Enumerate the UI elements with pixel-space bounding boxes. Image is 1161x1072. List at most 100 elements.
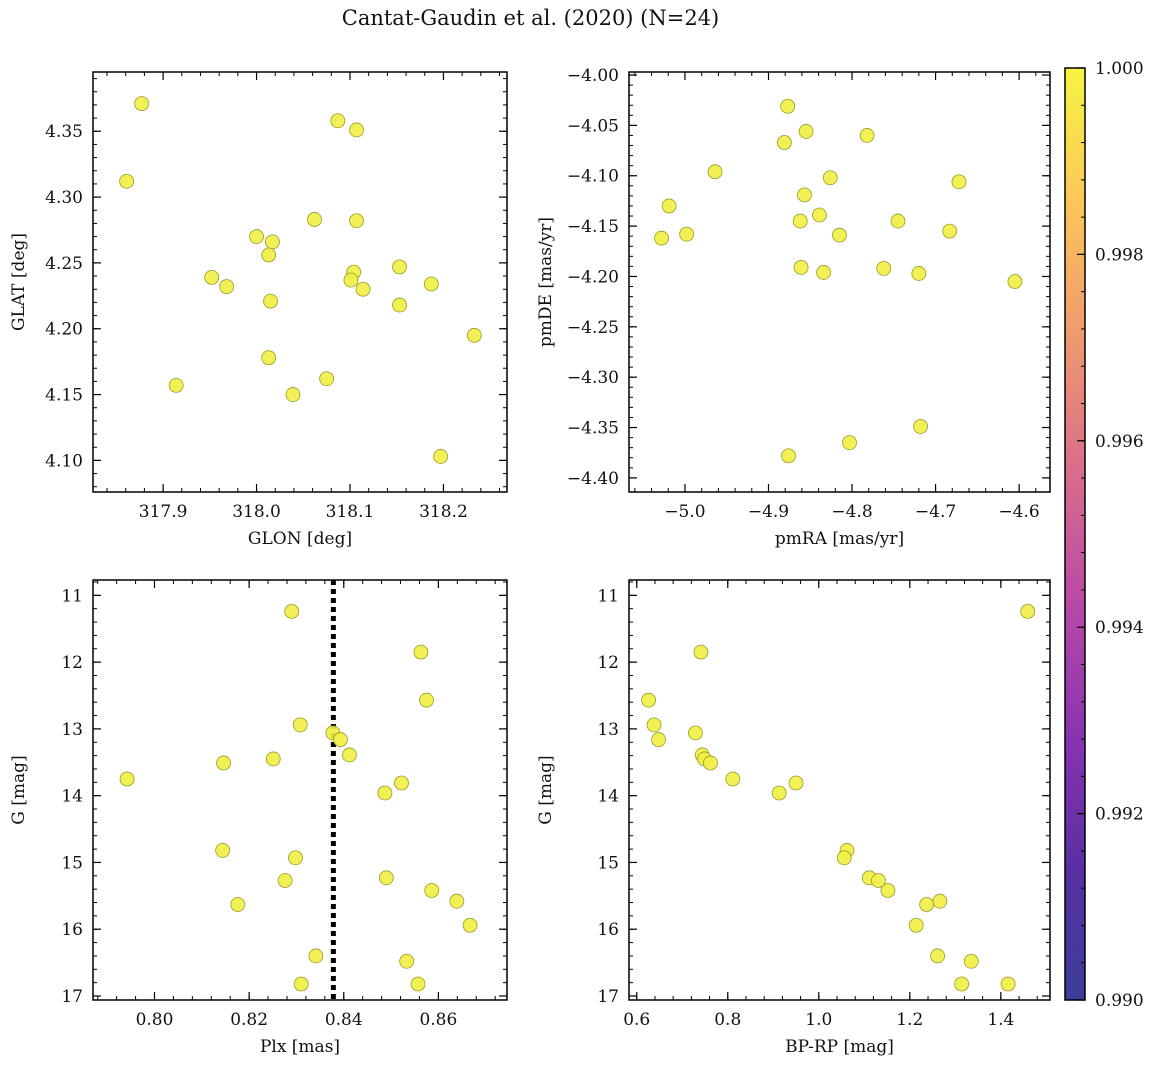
x-tick-label: 0.84: [325, 1010, 363, 1030]
data-point: [812, 207, 827, 223]
data-point: [292, 717, 308, 733]
data-point: [413, 644, 429, 660]
data-point: [651, 732, 666, 747]
panel-3: 0.80 0.82 0.84 0.86 11 12 13 14 15 16 17 Plx [mas] G…: [9, 579, 508, 1057]
y-tick-label: 4.20: [45, 320, 83, 340]
data-point: [265, 751, 281, 767]
data-point: [780, 98, 796, 114]
x-tick-label: 0.86: [419, 1010, 457, 1030]
data-point: [859, 128, 875, 143]
data-point: [319, 371, 335, 387]
data-point: [913, 419, 928, 434]
data-point: [832, 227, 847, 243]
data-point: [168, 377, 184, 393]
y-tick-label: 12: [61, 653, 83, 673]
y-tick-label: −4.00: [567, 66, 619, 86]
data-point: [343, 272, 359, 288]
y-tick-label: 4.35: [45, 122, 83, 142]
x-tick-label: 318.2: [419, 502, 468, 522]
colorbar-tick-label: 0.990: [1095, 991, 1144, 1011]
data-point: [349, 213, 364, 229]
x-tick-label: 1.4: [987, 1010, 1014, 1030]
data-point: [330, 113, 346, 129]
y-tick-label: 13: [597, 720, 619, 740]
y-tick-label: 11: [597, 586, 619, 606]
data-point: [392, 297, 407, 313]
y-tick-label: 11: [61, 586, 83, 606]
data-point: [781, 448, 796, 464]
data-point: [908, 917, 924, 933]
data-point: [919, 897, 935, 912]
y-tick-label: 13: [61, 720, 83, 740]
colorbar-fill: [1065, 68, 1085, 1000]
data-point: [263, 293, 278, 309]
y-tick-label: 4.15: [45, 386, 83, 406]
y-tick-label: −4.20: [567, 267, 619, 287]
data-point: [355, 281, 371, 297]
x-tick-label: 318.0: [232, 502, 281, 522]
x-tick-label: 0.80: [136, 1010, 174, 1030]
colorbar-frame: [1064, 67, 1086, 1001]
data-point: [284, 603, 300, 619]
data-point: [433, 449, 449, 464]
data-point: [277, 873, 293, 888]
data-point: [249, 229, 264, 244]
colorbar: 0.990 0.992 0.994 0.996 0.998 1.000: [1064, 59, 1144, 1011]
y-axis-label: G [mag]: [9, 755, 29, 824]
data-point: [419, 692, 434, 708]
y-tick-label: 12: [597, 653, 619, 673]
y-tick-label: 16: [61, 920, 83, 940]
data-point: [932, 893, 948, 909]
y-tick-label: −4.40: [567, 469, 619, 489]
y-tick-label: −4.35: [567, 419, 619, 439]
data-point: [215, 843, 231, 858]
x-tick-label: −4.6: [998, 502, 1039, 522]
data-point: [654, 230, 669, 246]
data-point: [462, 917, 478, 933]
data-point: [876, 261, 892, 276]
data-point: [798, 124, 814, 139]
data-point: [954, 976, 970, 992]
data-point: [216, 755, 231, 771]
data-point: [410, 976, 426, 992]
data-point: [880, 883, 896, 898]
x-tick-label: 1.0: [805, 1010, 832, 1030]
y-tick-label: 14: [61, 787, 83, 807]
y-tick-label: 15: [61, 853, 83, 873]
x-tick-label: 318.1: [326, 502, 375, 522]
data-point: [119, 173, 135, 189]
data-point: [261, 247, 277, 263]
panel-1: 317.9 318.0 318.1 318.2 4.10 4.15 4.20 4.25 4.30…: [9, 71, 508, 549]
x-axis-label: pmRA [mas/yr]: [775, 529, 904, 549]
x-axis-label: BP-RP [mag]: [785, 1037, 894, 1057]
data-point: [392, 259, 407, 275]
data-point: [288, 850, 303, 866]
x-tick-label: 0.82: [230, 1010, 268, 1030]
y-axis-label: pmDE [mas/yr]: [536, 217, 556, 347]
data-point: [230, 897, 246, 912]
data-point: [725, 771, 741, 787]
x-tick-label: 0.6: [623, 1010, 650, 1030]
data-point: [293, 976, 309, 992]
data-point: [399, 953, 415, 969]
y-tick-label: −4.10: [567, 167, 619, 187]
axes-frame: [92, 579, 508, 1001]
colorbar-tick-label: 0.992: [1095, 805, 1144, 825]
data-point: [377, 785, 393, 801]
y-tick-label: 17: [61, 987, 83, 1007]
y-tick-label: 15: [597, 853, 619, 873]
x-tick-label: −4.7: [915, 502, 956, 522]
panel-2: −5.0 −4.9 −4.8 −4.7 −4.6 −4.00 −4.05 −4.10 −4.15…: [536, 66, 1051, 549]
data-point: [707, 164, 723, 180]
y-tick-label: 16: [597, 920, 619, 940]
data-point: [646, 717, 662, 733]
data-point: [661, 198, 677, 214]
data-point: [942, 223, 958, 239]
y-tick-label: −4.15: [567, 217, 619, 237]
data-point: [963, 953, 979, 969]
data-point: [424, 883, 440, 898]
data-point: [466, 327, 482, 343]
data-point: [449, 893, 465, 909]
data-point: [307, 212, 322, 227]
